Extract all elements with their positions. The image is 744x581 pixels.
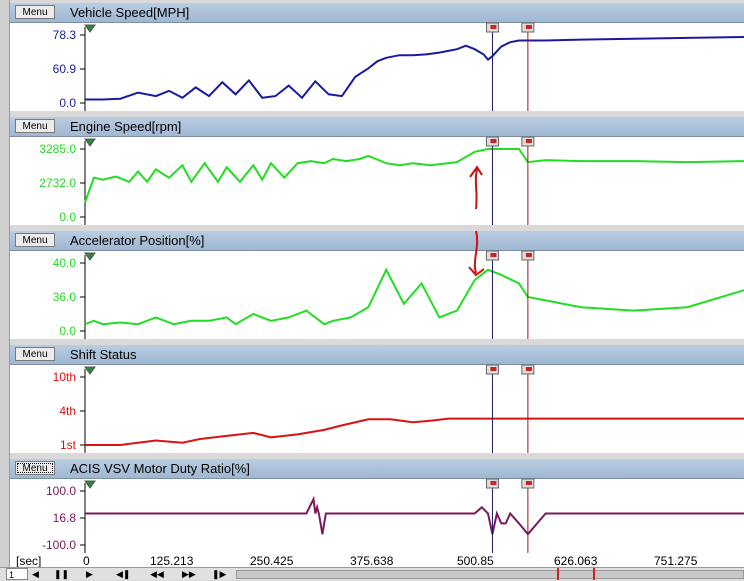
annotation-arrow-down bbox=[468, 230, 485, 277]
menu-button[interactable]: Menu bbox=[15, 5, 55, 19]
x-tick-label: 250.425 bbox=[250, 554, 294, 568]
panel-header: Menu ACIS VSV Motor Duty Ratio[%] bbox=[10, 459, 744, 479]
y-tick-label: 3285.0 bbox=[39, 142, 76, 156]
cursor-flag-mark bbox=[525, 253, 532, 257]
time-axis-unit: [sec] bbox=[16, 554, 42, 568]
y-tick-label: 0.0 bbox=[59, 96, 76, 110]
series-line bbox=[85, 417, 744, 446]
panel-engine-speed: Menu Engine Speed[rpm] 3285.0 2732.0 0.0 bbox=[10, 117, 744, 225]
start-marker-icon bbox=[84, 252, 96, 261]
panel-vehicle-speed: Menu Vehicle Speed[MPH] 78.3 60.9 0.0 bbox=[10, 3, 744, 111]
page-select[interactable]: 1 bbox=[6, 568, 28, 580]
panel-header: Menu Vehicle Speed[MPH] bbox=[10, 3, 744, 23]
panel-title: Engine Speed[rpm] bbox=[70, 119, 182, 134]
y-tick-label: 2732.0 bbox=[39, 176, 76, 190]
chart-svg-1: 3285.0 2732.0 0.0 bbox=[39, 136, 744, 225]
chart-svg-3: 10th 4th 1st bbox=[53, 364, 744, 453]
panel-header: Menu Engine Speed[rpm] bbox=[10, 117, 744, 137]
chart-area[interactable]: 3285.0 2732.0 0.0 bbox=[10, 136, 744, 225]
series-line bbox=[85, 36, 744, 101]
y-tick-label: -100.0 bbox=[42, 538, 76, 552]
step-forward-icon[interactable]: ❚▶ bbox=[212, 569, 227, 579]
start-marker-icon bbox=[84, 24, 96, 33]
x-tick-label: 626.063 bbox=[554, 554, 598, 568]
chart-area[interactable]: 10th 4th 1st bbox=[10, 364, 744, 453]
panel-header: Menu Accelerator Position[%] bbox=[10, 231, 744, 251]
timeline-marker bbox=[557, 568, 559, 580]
annotation-arrow-up bbox=[469, 165, 483, 210]
cursor-flag-mark bbox=[490, 367, 497, 371]
time-axis: [sec] 0 125.213 250.425 375.638 500.85 6… bbox=[10, 553, 744, 568]
y-tick-label: 100.0 bbox=[46, 484, 76, 498]
y-tick-label: 78.3 bbox=[53, 28, 77, 42]
y-tick-label: 40.0 bbox=[53, 256, 77, 270]
y-tick-label: 36.0 bbox=[53, 290, 77, 304]
cursor-flag-mark bbox=[490, 139, 497, 143]
timeline-scrollbar[interactable] bbox=[236, 570, 744, 579]
panel-title: Shift Status bbox=[70, 347, 137, 362]
start-marker-icon bbox=[84, 366, 96, 375]
x-tick-label: 500.85 bbox=[457, 554, 494, 568]
play-icon[interactable]: ▶ bbox=[86, 569, 93, 579]
x-tick-label: 751.275 bbox=[654, 554, 698, 568]
cursor-flag-mark bbox=[525, 481, 532, 485]
series-line bbox=[85, 495, 744, 536]
frame-forward-icon[interactable]: ▶▶ bbox=[182, 569, 196, 579]
y-tick-label: 60.9 bbox=[53, 62, 77, 76]
panel-title: Vehicle Speed[MPH] bbox=[70, 5, 190, 20]
menu-button[interactable]: Menu bbox=[15, 233, 55, 247]
panel-acis-vsv-duty: Menu ACIS VSV Motor Duty Ratio[%] 100.0 1… bbox=[10, 459, 744, 553]
panel-title: ACIS VSV Motor Duty Ratio[%] bbox=[70, 461, 250, 476]
cursor-flag-mark bbox=[490, 253, 497, 257]
x-tick-label: 125.213 bbox=[150, 554, 194, 568]
start-marker-icon bbox=[84, 138, 96, 147]
chart-area[interactable]: 78.3 60.9 0.0 bbox=[10, 22, 744, 111]
y-tick-label: 4th bbox=[59, 404, 76, 418]
x-tick-label: 375.638 bbox=[350, 554, 394, 568]
chart-area[interactable]: 100.0 16.8 -100.0 bbox=[10, 478, 744, 553]
chart-svg-0: 78.3 60.9 0.0 bbox=[53, 22, 744, 111]
chart-svg-2: 40.0 36.0 0.0 bbox=[53, 230, 744, 339]
panel-accelerator-position: Menu Accelerator Position[%] 40.0 36.0 0.0 bbox=[10, 230, 744, 339]
panel-header: Menu Shift Status bbox=[10, 345, 744, 365]
panel-title: Accelerator Position[%] bbox=[70, 233, 205, 248]
panel-shift-status: Menu Shift Status 10th 4th 1st bbox=[10, 345, 744, 453]
y-tick-label: 1st bbox=[60, 438, 77, 452]
step-back-icon[interactable]: ◀❚ bbox=[116, 569, 131, 579]
cursor-flag-mark bbox=[490, 481, 497, 485]
cursor-flag-mark bbox=[490, 25, 497, 29]
series-line bbox=[84, 148, 744, 203]
y-tick-label: 0.0 bbox=[59, 210, 76, 224]
timeline-marker bbox=[593, 568, 595, 580]
series-line bbox=[84, 267, 744, 326]
start-marker-icon bbox=[84, 480, 96, 489]
y-tick-label: 0.0 bbox=[59, 324, 76, 338]
chart-svg-4: 100.0 16.8 -100.0 bbox=[42, 478, 744, 553]
pause-icon[interactable]: ❚❚ bbox=[54, 569, 70, 579]
menu-button[interactable]: Menu bbox=[15, 461, 55, 475]
x-tick-label: 0 bbox=[83, 554, 90, 568]
chart-area[interactable]: 40.0 36.0 0.0 bbox=[10, 230, 744, 339]
menu-button[interactable]: Menu bbox=[15, 119, 55, 133]
cursor-flag-mark bbox=[525, 25, 532, 29]
rewind-icon[interactable]: ◀ bbox=[32, 569, 39, 579]
menu-button[interactable]: Menu bbox=[15, 347, 55, 361]
left-gutter bbox=[0, 0, 10, 579]
cursor-flag-mark bbox=[525, 139, 532, 143]
y-tick-label: 16.8 bbox=[53, 511, 77, 525]
cursor-flag-mark bbox=[525, 367, 532, 371]
y-tick-label: 10th bbox=[53, 370, 76, 384]
frame-back-icon[interactable]: ◀◀ bbox=[150, 569, 164, 579]
playback-controls: 1 ◀ ❚❚ ▶ ◀❚ ◀◀ ▶▶ ❚▶ bbox=[0, 567, 744, 580]
